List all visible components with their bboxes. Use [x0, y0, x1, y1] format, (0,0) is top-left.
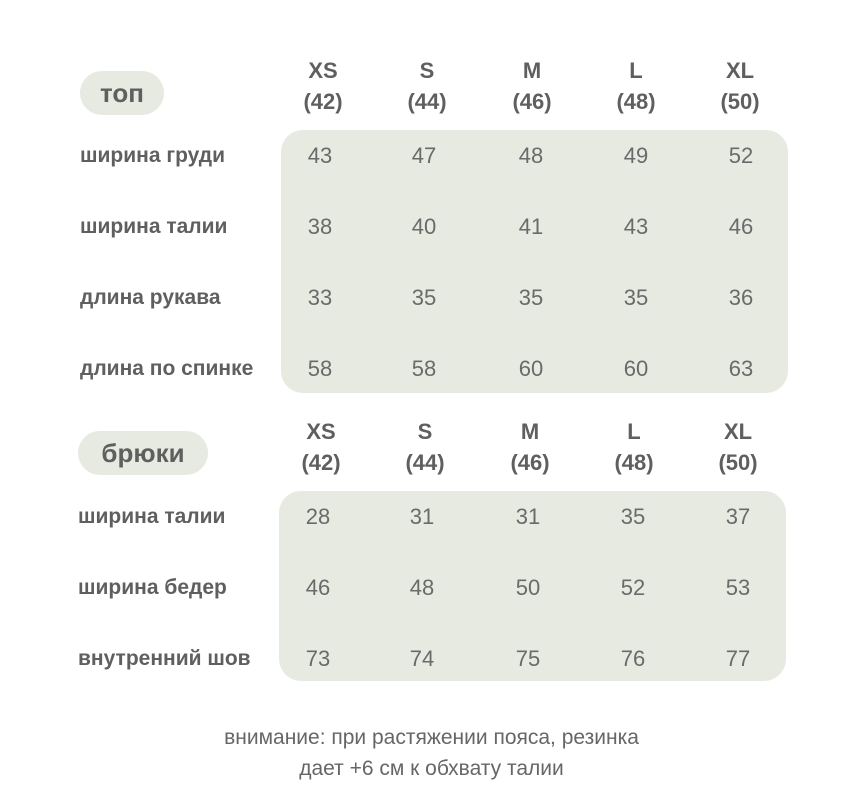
table-cell: 47: [411, 143, 437, 168]
size-name: S: [417, 419, 433, 444]
size-name: L: [627, 419, 641, 444]
row-label: ширина талии: [80, 215, 228, 238]
table-cell: 43: [307, 143, 333, 168]
table-cell: 52: [620, 575, 646, 600]
pants-values-panel: [279, 491, 786, 681]
table-cell: 60: [518, 356, 544, 381]
table-cell: 31: [515, 504, 541, 529]
size-eu: (44): [407, 89, 447, 114]
table-cell: 35: [620, 504, 646, 529]
table-cell: 35: [411, 285, 437, 310]
size-name: M: [520, 419, 540, 444]
row-label: длина рукава: [80, 286, 221, 309]
size-eu: (42): [303, 89, 343, 114]
table-cell: 46: [728, 214, 754, 239]
table-cell: 35: [623, 285, 649, 310]
size-name: XL: [723, 419, 753, 444]
row-label: ширина талии: [78, 505, 226, 528]
row-label: ширина груди: [80, 144, 226, 167]
size-eu: (42): [301, 450, 341, 475]
section-title-top: топ: [80, 71, 164, 115]
size-header: S (44): [385, 416, 465, 478]
size-name: L: [629, 58, 643, 83]
table-cell: 36: [728, 285, 754, 310]
table-cell: 41: [518, 214, 544, 239]
footnote-line-2: дает +6 см к обхвату талии: [299, 757, 564, 780]
size-header: S (44): [387, 55, 467, 117]
table-cell: 73: [305, 646, 331, 671]
size-header: XS (42): [283, 55, 363, 117]
table-cell: 28: [305, 504, 331, 529]
size-header: XS (42): [281, 416, 361, 478]
table-cell: 33: [307, 285, 333, 310]
size-name: XL: [725, 58, 755, 83]
section-title-pants: брюки: [78, 431, 208, 475]
size-eu: (48): [614, 450, 654, 475]
table-cell: 74: [409, 646, 435, 671]
size-name: S: [419, 58, 435, 83]
table-cell: 58: [307, 356, 333, 381]
row-label: внутренний шов: [78, 647, 251, 670]
size-eu: (46): [512, 89, 552, 114]
size-header: XL (50): [698, 416, 778, 478]
table-cell: 77: [725, 646, 751, 671]
table-cell: 31: [409, 504, 435, 529]
size-eu: (44): [405, 450, 445, 475]
table-cell: 48: [409, 575, 435, 600]
size-name: M: [522, 58, 542, 83]
table-cell: 58: [411, 356, 437, 381]
table-cell: 52: [728, 143, 754, 168]
row-label: длина по спинке: [80, 357, 254, 380]
table-cell: 76: [620, 646, 646, 671]
size-eu: (50): [718, 450, 758, 475]
size-header: L (48): [594, 416, 674, 478]
table-cell: 50: [515, 575, 541, 600]
size-header: M (46): [492, 55, 572, 117]
size-eu: (50): [720, 89, 760, 114]
table-cell: 63: [728, 356, 754, 381]
size-name: XS: [306, 419, 336, 444]
size-header: M (46): [490, 416, 570, 478]
row-label: ширина бедер: [78, 576, 227, 599]
footnote-line-1: внимание: при растяжении пояса, резинка: [224, 726, 639, 749]
table-cell: 37: [725, 504, 751, 529]
table-cell: 75: [515, 646, 541, 671]
table-cell: 60: [623, 356, 649, 381]
size-eu: (48): [616, 89, 656, 114]
size-name: XS: [308, 58, 338, 83]
table-cell: 35: [518, 285, 544, 310]
size-header: L (48): [596, 55, 676, 117]
footnote: внимание: при растяжении пояса, резинка …: [0, 722, 863, 784]
table-cell: 40: [411, 214, 437, 239]
table-cell: 38: [307, 214, 333, 239]
table-cell: 49: [623, 143, 649, 168]
table-cell: 48: [518, 143, 544, 168]
table-cell: 46: [305, 575, 331, 600]
table-cell: 43: [623, 214, 649, 239]
size-header: XL (50): [700, 55, 780, 117]
size-eu: (46): [510, 450, 550, 475]
top-values-panel: [281, 130, 788, 393]
table-cell: 53: [725, 575, 751, 600]
